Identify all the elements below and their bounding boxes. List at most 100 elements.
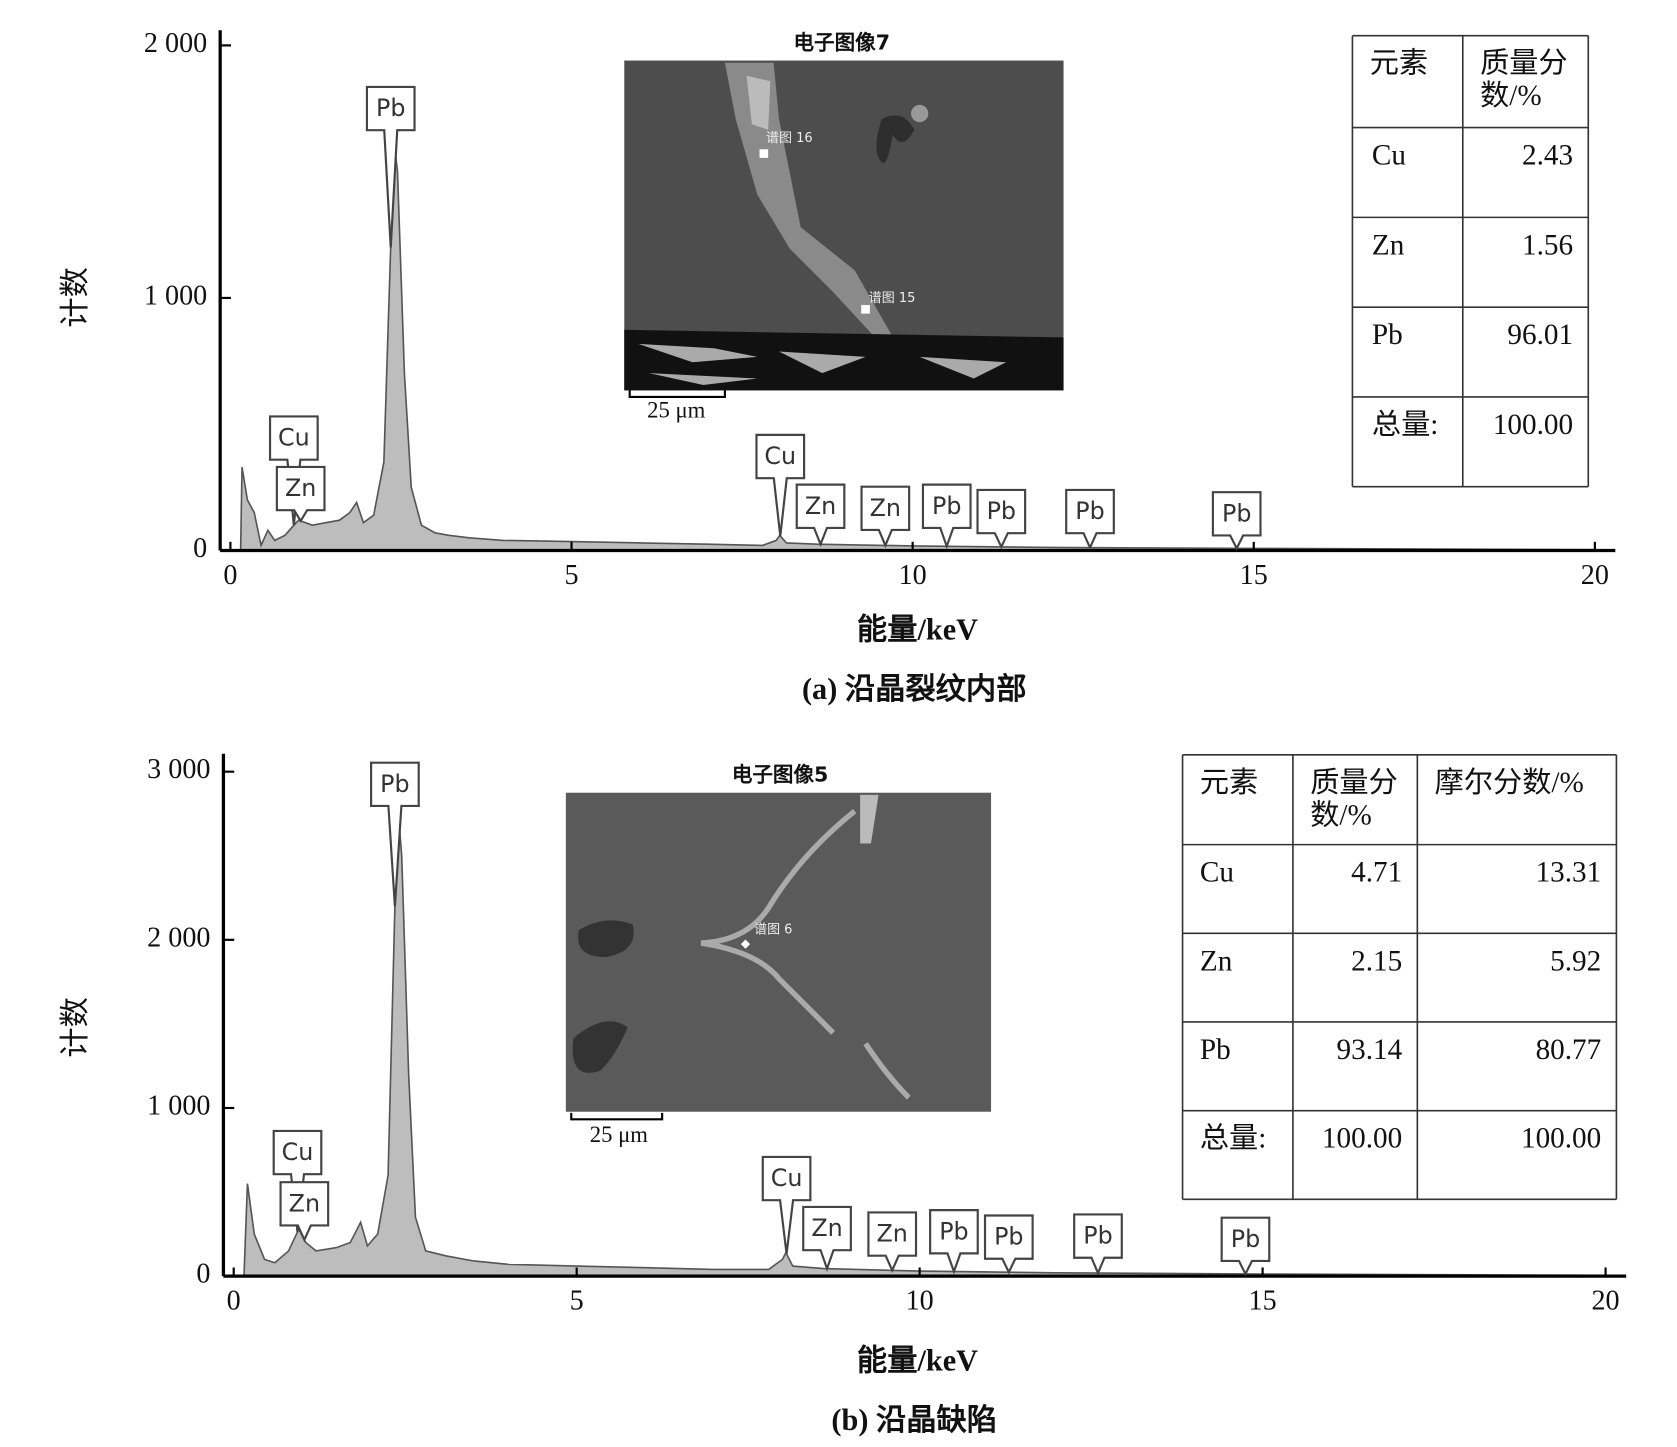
table-cell: 总量: — [1200, 1122, 1266, 1155]
peak-label: Pb — [1073, 1213, 1123, 1276]
table-cell: 96.01 — [1507, 319, 1573, 351]
sem-image — [624, 60, 1064, 391]
x-tick-label: 15 — [1249, 1286, 1277, 1317]
peak-label: Zn — [860, 485, 911, 549]
peak-text: Cu — [764, 442, 796, 470]
y-tick-label: 1 000 — [144, 280, 207, 311]
table-cell: 100.00 — [1322, 1123, 1402, 1155]
caption: (b) 沿晶缺陷 — [831, 1403, 997, 1437]
table-cell: 1.56 — [1522, 229, 1573, 261]
spectrum-area — [240, 141, 1595, 551]
spot-marker — [759, 149, 769, 158]
peak-box — [755, 433, 806, 537]
peak-text: Pb — [376, 94, 405, 122]
table-header: 质量分 — [1480, 47, 1568, 80]
peak-text: Pb — [939, 1217, 968, 1245]
scale-bar — [570, 1112, 664, 1121]
peak-label: Pb — [929, 1209, 979, 1275]
y-tick-label: 0 — [193, 533, 207, 564]
peak-box — [802, 1205, 852, 1272]
table-header: 摩尔分数/% — [1435, 766, 1584, 799]
inset-title: 电子图像5 — [732, 762, 829, 786]
table-cell: 93.14 — [1337, 1034, 1403, 1066]
inset-title: 电子图像7 — [793, 30, 890, 54]
y-axis-label: 计数 — [58, 267, 92, 328]
table-cell: Cu — [1200, 857, 1234, 889]
x-tick-label: 5 — [570, 1286, 584, 1317]
x-tick-label: 0 — [227, 1286, 241, 1317]
peak-text: Pb — [987, 497, 1016, 525]
spectrum-area — [243, 813, 1606, 1277]
peak-text: Pb — [1231, 1225, 1260, 1253]
table-cell: 80.77 — [1536, 1034, 1602, 1066]
x-axis-label: 能量/keV — [857, 613, 978, 647]
sem-image — [565, 792, 992, 1112]
y-tick-label: 2 000 — [144, 28, 207, 59]
spot-label: 谱图 15 — [869, 291, 916, 306]
y-tick-label: 3 000 — [147, 754, 210, 785]
peak-box — [983, 1214, 1034, 1275]
peak-label: Pb — [976, 488, 1027, 550]
peak-label: Pb — [1065, 488, 1115, 551]
spot-label: 谱图 16 — [766, 131, 813, 146]
x-tick-label: 20 — [1592, 1286, 1620, 1317]
y-tick-label: 2 000 — [147, 922, 210, 953]
table-cell: Cu — [1372, 140, 1406, 172]
x-tick-label: 20 — [1581, 560, 1609, 591]
table-header: 元素 — [1370, 47, 1428, 80]
peak-text: Pb — [380, 770, 409, 798]
peak-text: Zn — [805, 492, 836, 520]
peak-label: Pb — [983, 1214, 1034, 1275]
peak-label: Pb — [1220, 1216, 1271, 1277]
scale-label: 25 μm — [590, 1122, 649, 1147]
spot-marker — [861, 304, 870, 314]
peak-text: Zn — [877, 1220, 908, 1248]
table-cell: 2.43 — [1522, 140, 1573, 172]
peak-label: Pb — [365, 85, 416, 248]
table-header: 元素 — [1200, 766, 1258, 799]
peak-label: Pb — [370, 761, 420, 907]
table-cell: 100.00 — [1521, 1123, 1601, 1155]
peak-label: Pb — [921, 483, 972, 550]
peak-box — [795, 483, 846, 548]
peak-text: Pb — [994, 1223, 1023, 1251]
peak-box — [976, 488, 1027, 550]
table-header: 数/% — [1480, 79, 1542, 112]
peak-text: Pb — [1222, 499, 1251, 527]
table-cell: 总量: — [1372, 408, 1438, 441]
table-cell: 2.15 — [1351, 945, 1402, 977]
table-cell: Pb — [1200, 1034, 1231, 1066]
table-header: 数/% — [1310, 798, 1372, 831]
spot-label: 谱图 6 — [754, 923, 792, 938]
peak-box — [365, 85, 416, 248]
peak-label: Pb — [1211, 491, 1262, 551]
peak-box — [761, 1155, 812, 1255]
peak-box — [1065, 488, 1115, 551]
y-tick-label: 0 — [196, 1259, 210, 1290]
peak-label: Cu — [761, 1155, 812, 1255]
spectrum-line — [239, 141, 1595, 551]
peak-text: Cu — [278, 424, 310, 452]
peak-text: Pb — [1075, 497, 1104, 525]
caption: (a) 沿晶裂纹内部 — [802, 672, 1027, 706]
x-axis-label: 能量/keV — [857, 1344, 978, 1378]
peak-box — [921, 483, 972, 550]
peak-box — [929, 1209, 979, 1275]
peak-label: Zn — [795, 483, 846, 548]
peak-box — [860, 485, 911, 549]
peak-box — [1073, 1213, 1123, 1276]
peak-text: Zn — [811, 1214, 842, 1242]
table-header: 质量分 — [1310, 766, 1398, 799]
peak-label: Zn — [802, 1205, 852, 1272]
peak-label: Zn — [275, 465, 326, 524]
peak-box — [370, 761, 420, 907]
peak-box — [279, 1181, 330, 1243]
peak-text: Zn — [870, 494, 901, 522]
peak-text: Pb — [932, 492, 961, 520]
x-tick-label: 0 — [223, 560, 237, 591]
table-cell: Pb — [1372, 319, 1403, 351]
